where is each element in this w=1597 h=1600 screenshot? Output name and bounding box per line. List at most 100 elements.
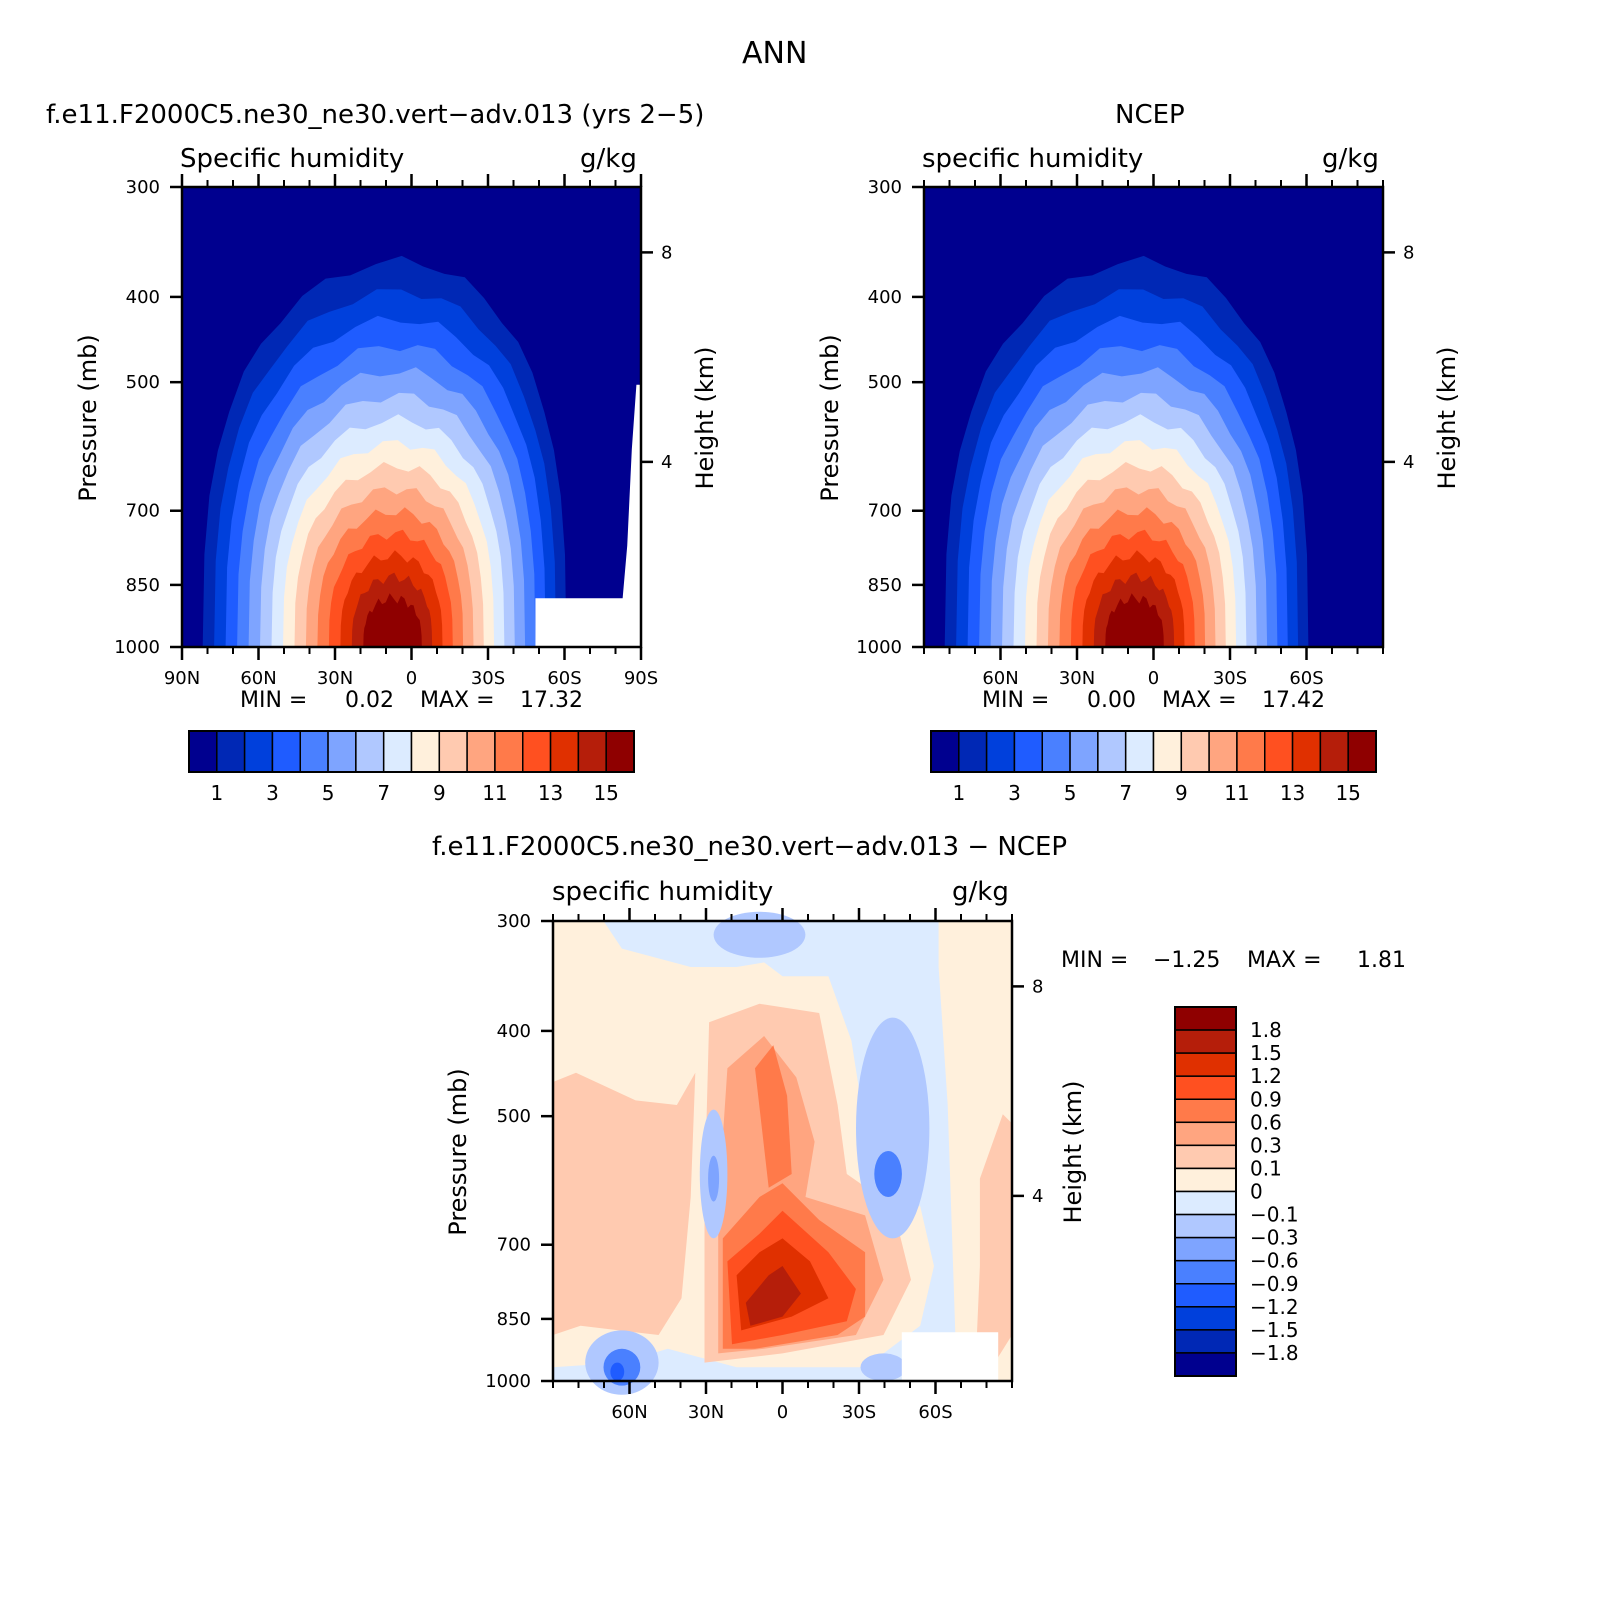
ncep-colorbar-label-3: 7 [1119,781,1132,805]
diff-x-tick-label-1: 30N [688,1402,724,1423]
diff-colorbar-box-8 [1174,1190,1237,1216]
diff-y-tick-label-3: 700 [497,1235,531,1256]
diff-colorbar-label-11: −0.9 [1250,1272,1299,1296]
model-max-value: 17.32 [520,688,583,713]
diff-colorbar-box-9 [1174,1213,1237,1239]
model-level-band-15 [363,593,422,647]
ncep-colorbar-frame [930,730,1377,773]
ncep-variable-label: specific humidity [922,144,1144,174]
ncep-y-tick-label-0: 300 [868,177,902,198]
diff-band-blue-lowleft-min [610,1362,625,1382]
model-y-tick-label-5: 1000 [114,637,160,658]
model-colorbar-box-9 [438,730,468,773]
diff-band-orange-upper [755,1045,792,1188]
diff-colorbar-box-1 [1174,1029,1237,1054]
ncep-colorbar-label-2: 5 [1064,781,1077,805]
diff-band-blue-strip-core [708,1155,720,1202]
diff-colorbar-box-0 [1174,1006,1237,1031]
model-colorbar-label-6: 13 [538,781,563,805]
diff-band-salmon-left [553,1072,696,1335]
model-colorbar-label-7: 15 [593,781,618,805]
diff-colorbar-box-6 [1174,1144,1237,1170]
ncep-colorbar-box-3 [1013,730,1043,773]
model-y2-tick-label-1: 4 [661,452,672,473]
model-x-tick-label-5: 60S [547,668,581,689]
model-colorbar-label-0: 1 [210,781,223,805]
diff-min-label: MIN = [1061,948,1129,973]
diff-band-blue-oval [856,1017,930,1239]
model-x-tick-label-3: 0 [406,668,417,689]
model-colorbar-box-3 [271,730,301,773]
diff-x-tick-label-4: 60S [918,1402,952,1423]
diff-colorbar-label-4: 0.6 [1250,1110,1282,1134]
ncep-colorbar-label-5: 11 [1224,781,1249,805]
ncep-x-tick-label-0: 60N [982,668,1018,689]
model-colorbar-label-3: 7 [377,781,390,805]
diff-x-tick-label-3: 30S [842,1402,876,1423]
model-variable-label: Specific humidity [180,144,405,174]
ncep-min-value: 0.00 [1087,688,1136,713]
diff-y2-tick-label-1: 4 [1032,1186,1043,1207]
diff-x-tick-label-2: 0 [777,1402,788,1423]
diff-colorbar-label-5: 0.3 [1250,1133,1282,1157]
diff-min-value: −1.25 [1153,948,1221,973]
model-colorbar-frame [188,730,635,773]
model-colorbar-label-4: 9 [433,781,446,805]
diff-colorbar-label-2: 1.2 [1250,1064,1282,1088]
diff-max-value: 1.81 [1357,948,1406,973]
ncep-colorbar-label-0: 1 [952,781,965,805]
diff-colorbar-box-7 [1174,1167,1237,1193]
model-x-tick-label-0: 90N [164,668,200,689]
diff-colorbar-label-8: −0.1 [1250,1203,1299,1227]
model-y-tick-label-0: 300 [126,177,160,198]
ncep-max-value: 17.42 [1262,688,1325,713]
diff-variable-label: specific humidity [552,877,774,907]
model-y2-tick-label-0: 8 [661,242,672,263]
diff-x-tick-label-0: 60N [611,1402,647,1423]
ncep-y-tick-label-3: 700 [868,501,902,522]
figure-title: ANN [742,36,808,71]
model-x-tick-label-1: 60N [240,668,276,689]
diff-colorbar-label-13: −1.5 [1250,1318,1299,1342]
diff-colorbar-box-5 [1174,1121,1237,1147]
ncep-y2-tick-label-0: 8 [1403,242,1414,263]
ncep-y-tick-label-2: 500 [868,372,902,393]
diff-band-blue-oval-core [874,1151,902,1197]
diff-colorbar-label-6: 0.1 [1250,1156,1282,1180]
diff-band-blue-lowright [860,1353,907,1381]
diff-colorbar-label-12: −1.2 [1250,1295,1299,1319]
model-min-label: MIN = [240,688,308,713]
ncep-y-tick-label-5: 1000 [856,637,902,658]
diff-y-tick-label-2: 500 [497,1106,531,1127]
model-y-tick-label-2: 500 [126,372,160,393]
diff-y-tick-label-1: 400 [497,1021,531,1042]
diff-band-dark-red [745,1266,801,1326]
diff-colorbar-box-10 [1174,1236,1237,1262]
diff-colorbar-box-2 [1174,1052,1237,1077]
model-max-label: MAX = [420,688,495,713]
diff-colorbar-box-11 [1174,1259,1237,1285]
ncep-max-label: MAX = [1162,688,1237,713]
ncep-panel-title: NCEP [1115,100,1185,130]
ncep-min-label: MIN = [982,688,1050,713]
model-min-value: 0.02 [345,688,394,713]
model-missing-data-region [535,384,641,647]
ncep-colorbar-box-9 [1180,730,1210,773]
ncep-colorbar-label-4: 9 [1175,781,1188,805]
ncep-colorbar-label-1: 3 [1008,781,1021,805]
ncep-x-tick-label-2: 0 [1148,668,1159,689]
model-colorbar-box-12 [522,730,552,773]
diff-missing-data-region [901,1332,999,1381]
diff-units-label: g/kg [952,877,1009,907]
ncep-y-tick-label-4: 850 [868,575,902,596]
model-colorbar-box-5 [327,730,357,773]
diff-colorbar-box-4 [1174,1098,1237,1124]
model-x-tick-label-4: 30S [471,668,505,689]
ncep-x-tick-label-4: 60S [1289,668,1323,689]
model-y-tick-label-1: 400 [126,287,160,308]
diff-colorbar-box-15 [1174,1352,1237,1377]
ncep-units-label: g/kg [1322,144,1379,174]
diff-panel-title: f.e11.F2000C5.ne30_ne30.vert−adv.013 − N… [432,832,1068,862]
model-y-tick-label-3: 700 [126,501,160,522]
ncep-y2-tick-label-1: 4 [1403,452,1414,473]
